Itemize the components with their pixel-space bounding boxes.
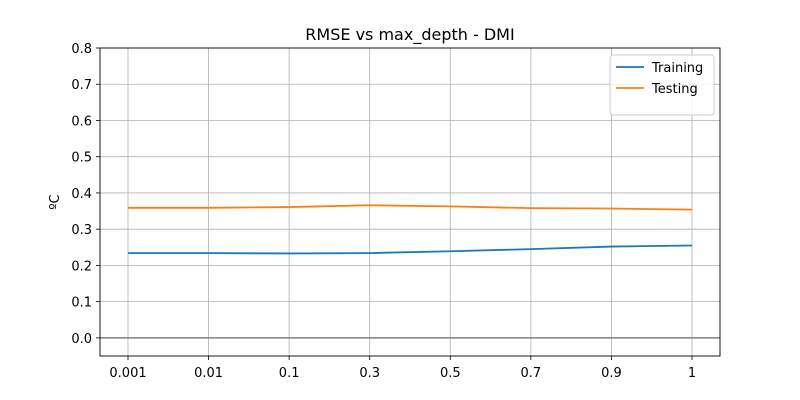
- x-tick-label: 0.01: [194, 366, 223, 381]
- x-tick-label: 0.3: [359, 366, 380, 381]
- x-tick-label: 0.1: [279, 366, 300, 381]
- series-line-training: [128, 244, 693, 255]
- y-tick-label: 0.1: [71, 296, 92, 311]
- y-tick-label: 0.0: [71, 332, 92, 347]
- legend: Training Testing: [609, 54, 715, 116]
- y-tick-label: 0.3: [71, 223, 92, 238]
- series-line-testing: [128, 204, 693, 211]
- legend-label-testing: Testing: [651, 82, 698, 97]
- x-tick-label: 0.7: [521, 366, 542, 381]
- y-tick-label: 0.4: [71, 187, 92, 202]
- x-tick-label: 0.001: [109, 366, 146, 381]
- y-tick-label: 0.6: [71, 114, 92, 129]
- x-tick-label: 0.9: [601, 366, 622, 381]
- plot-frame: [99, 47, 721, 357]
- y-tick-label: 0.8: [71, 42, 92, 57]
- axes-frame: [99, 47, 721, 357]
- ticks: 0.001 0.01 0.1 0.3 0.5 0.7 0.9 1 0.0 0.1 0.2 0.3 0.4…: [71, 42, 696, 381]
- x-tick-label: 0.5: [440, 366, 461, 381]
- chart-title: RMSE vs max_depth - DMI: [305, 25, 514, 45]
- series-group: [128, 204, 693, 255]
- y-tick-label: 0.2: [71, 259, 92, 274]
- legend-box: [609, 54, 715, 116]
- y-axis-label: ºC: [48, 194, 63, 209]
- x-tick-label: 1: [688, 366, 696, 381]
- legend-label-training: Training: [651, 61, 703, 76]
- y-tick-label: 0.7: [71, 78, 92, 93]
- y-tick-label: 0.5: [71, 151, 92, 166]
